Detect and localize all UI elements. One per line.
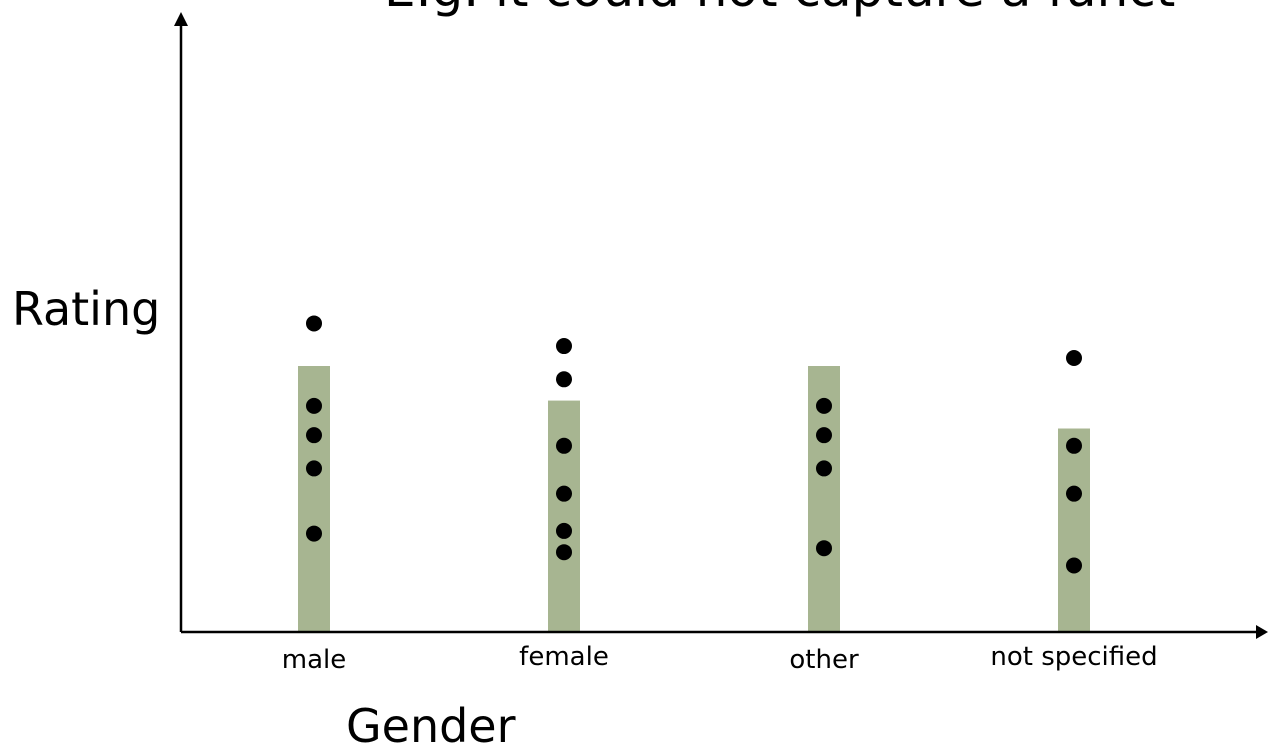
bar-not-specified [1058, 428, 1090, 632]
data-point-male-0 [306, 315, 322, 332]
x-tick-label-not-specified: not specified [990, 642, 1158, 672]
data-point-not-specified-1 [1066, 437, 1082, 454]
x-tick-label-other: other [789, 645, 859, 675]
data-point-male-1 [306, 397, 322, 414]
points-layer [306, 315, 1082, 574]
data-point-female-1 [556, 371, 572, 388]
data-point-male-3 [306, 460, 322, 477]
data-point-not-specified-0 [1066, 350, 1082, 367]
y-axis-arrow [174, 12, 188, 26]
x-axis-arrow [1256, 625, 1268, 639]
data-point-other-0 [816, 397, 832, 414]
bar-female [548, 400, 580, 632]
x-tick-label-female: female [519, 642, 609, 672]
data-point-not-specified-3 [1066, 557, 1082, 574]
x-tick-label-male: male [281, 645, 347, 675]
data-point-female-0 [556, 338, 572, 355]
data-point-female-2 [556, 437, 572, 454]
x-axis-label: Gender [346, 699, 516, 753]
data-point-female-5 [556, 544, 572, 561]
data-point-other-3 [816, 540, 832, 557]
data-point-other-2 [816, 460, 832, 477]
chart-title: E.g. it could not capture a funct [384, 0, 1175, 14]
axes-layer [174, 12, 1268, 639]
data-point-female-4 [556, 522, 572, 539]
y-axis-label: Rating [12, 282, 161, 336]
data-point-female-3 [556, 485, 572, 502]
data-point-other-1 [816, 427, 832, 444]
data-point-male-2 [306, 427, 322, 444]
data-point-male-4 [306, 525, 322, 542]
data-point-not-specified-2 [1066, 485, 1082, 502]
bars-layer [298, 366, 1090, 632]
